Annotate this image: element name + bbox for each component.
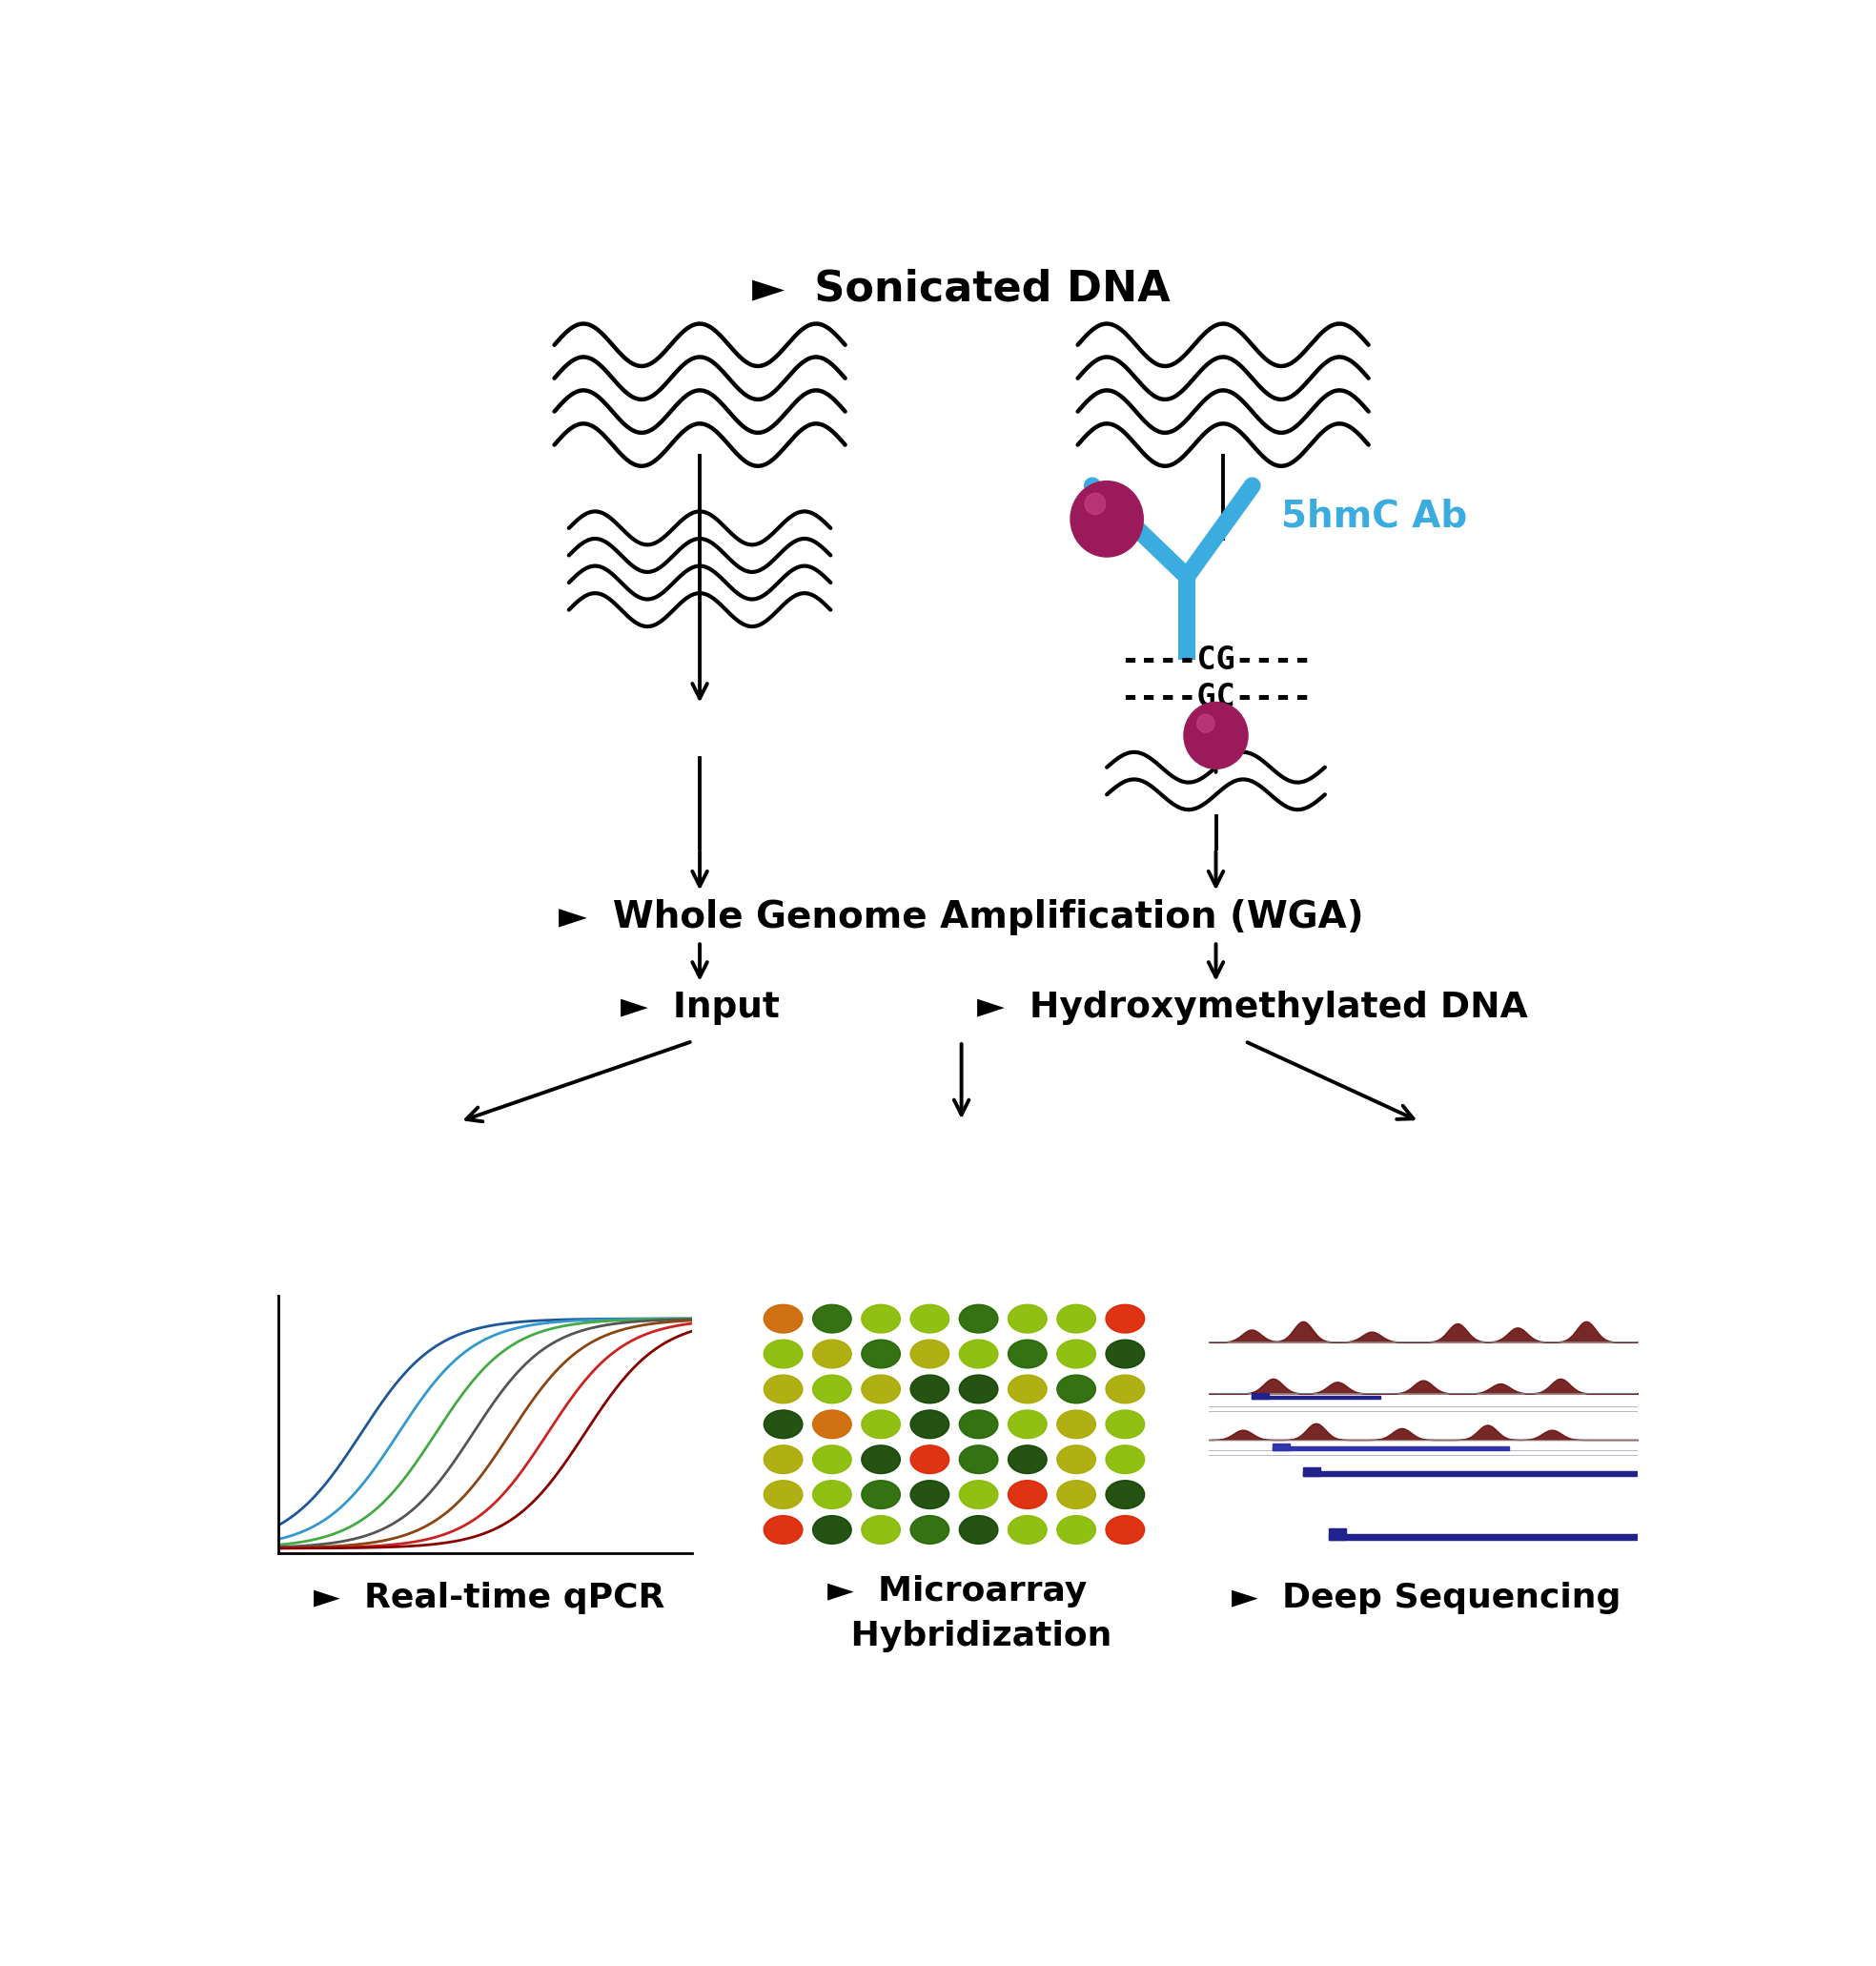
Text: ►  Whole Genome Amplification (WGA): ► Whole Genome Amplification (WGA): [559, 898, 1364, 936]
Circle shape: [1197, 714, 1214, 733]
Text: ►  Microarray
    Hybridization: ► Microarray Hybridization: [803, 1575, 1112, 1651]
Text: ►  Hydroxymethylated DNA: ► Hydroxymethylated DNA: [977, 991, 1527, 1024]
Text: ►  Real-time qPCR: ► Real-time qPCR: [313, 1583, 664, 1614]
Text: ►  Deep Sequencing: ► Deep Sequencing: [1233, 1583, 1621, 1614]
Text: ----GC----: ----GC----: [1120, 682, 1311, 714]
Circle shape: [1084, 493, 1105, 515]
Circle shape: [1184, 702, 1248, 769]
Text: ►  Sonicated DNA: ► Sonicated DNA: [752, 269, 1171, 309]
Circle shape: [1071, 482, 1142, 556]
Text: ►  Input: ► Input: [621, 991, 779, 1024]
Text: ----CG----: ----CG----: [1120, 645, 1311, 676]
Text: 5hmC Ab: 5hmC Ab: [1281, 497, 1467, 535]
